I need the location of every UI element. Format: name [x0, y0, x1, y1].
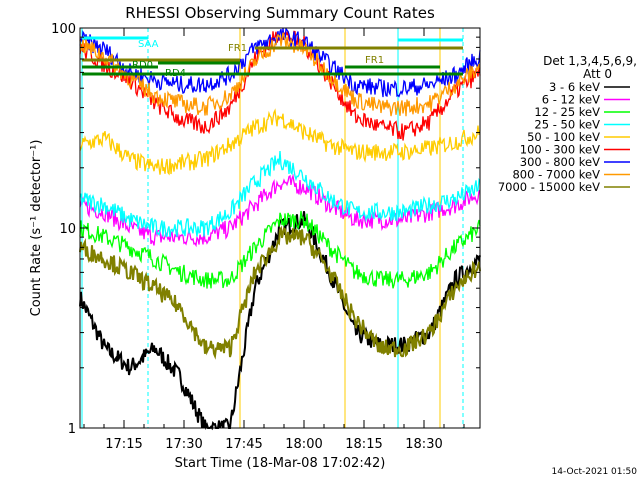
legend-label: 100 - 300 keV — [520, 143, 600, 157]
timestamp: 14-Oct-2021 01:50 — [552, 467, 638, 477]
x-tick-label: 18:15 — [345, 437, 382, 452]
x-tick-label: 17:45 — [225, 437, 262, 452]
y-axis-label: Count Rate (s⁻¹ detector⁻¹) — [29, 140, 44, 317]
x-tick-label: 17:30 — [165, 437, 202, 452]
series-line — [79, 27, 481, 98]
series-line — [79, 211, 481, 431]
chart-title: RHESSI Observing Summary Count Rates — [125, 4, 435, 22]
legend-label: 6 - 12 keV — [542, 93, 600, 107]
series-line — [79, 32, 481, 117]
legend-label: 3 - 6 keV — [549, 80, 600, 94]
y-tick-label: 10 — [59, 222, 76, 237]
y-axis-ticks: 1 10 100 — [51, 22, 480, 437]
legend-label: 50 - 100 keV — [527, 130, 600, 144]
x-tick-label: 17:15 — [105, 437, 142, 452]
x-tick-label: 18:30 — [405, 437, 442, 452]
legend-label: 25 - 50 keV — [534, 118, 600, 132]
series-line — [79, 225, 481, 360]
legend-label: 7000 - 15000 keV — [498, 180, 600, 194]
y-tick-label: 100 — [51, 22, 76, 37]
x-axis-ticks: 17:15 17:30 17:45 18:00 18:15 18:30 — [83, 28, 465, 452]
series-line — [79, 108, 481, 176]
series-line — [79, 173, 481, 248]
annotation-label: FR1 — [365, 55, 384, 66]
y-tick-label: 1 — [68, 422, 76, 437]
legend-label: 12 - 25 keV — [534, 105, 600, 119]
legend-header-line2: Att 0 — [583, 67, 612, 81]
series-line — [79, 210, 481, 289]
series-line — [79, 150, 481, 238]
legend-label: 300 - 800 keV — [520, 155, 600, 169]
annotation-label: RD4 — [165, 68, 186, 79]
annotation-label: SAA — [138, 39, 159, 50]
legend-label: 800 - 7000 keV — [512, 168, 600, 182]
legend-header-line1: Det 1,3,4,5,6,9, — [543, 54, 637, 68]
annotation-label: RD0 — [132, 60, 153, 71]
x-axis-label: Start Time (18-Mar-08 17:02:42) — [175, 456, 386, 471]
annotation-label: FR1 — [228, 43, 247, 54]
plot-area: SAA RD0 RD4 FR1 FR1 — [79, 27, 481, 431]
x-tick-label: 18:00 — [285, 437, 322, 452]
